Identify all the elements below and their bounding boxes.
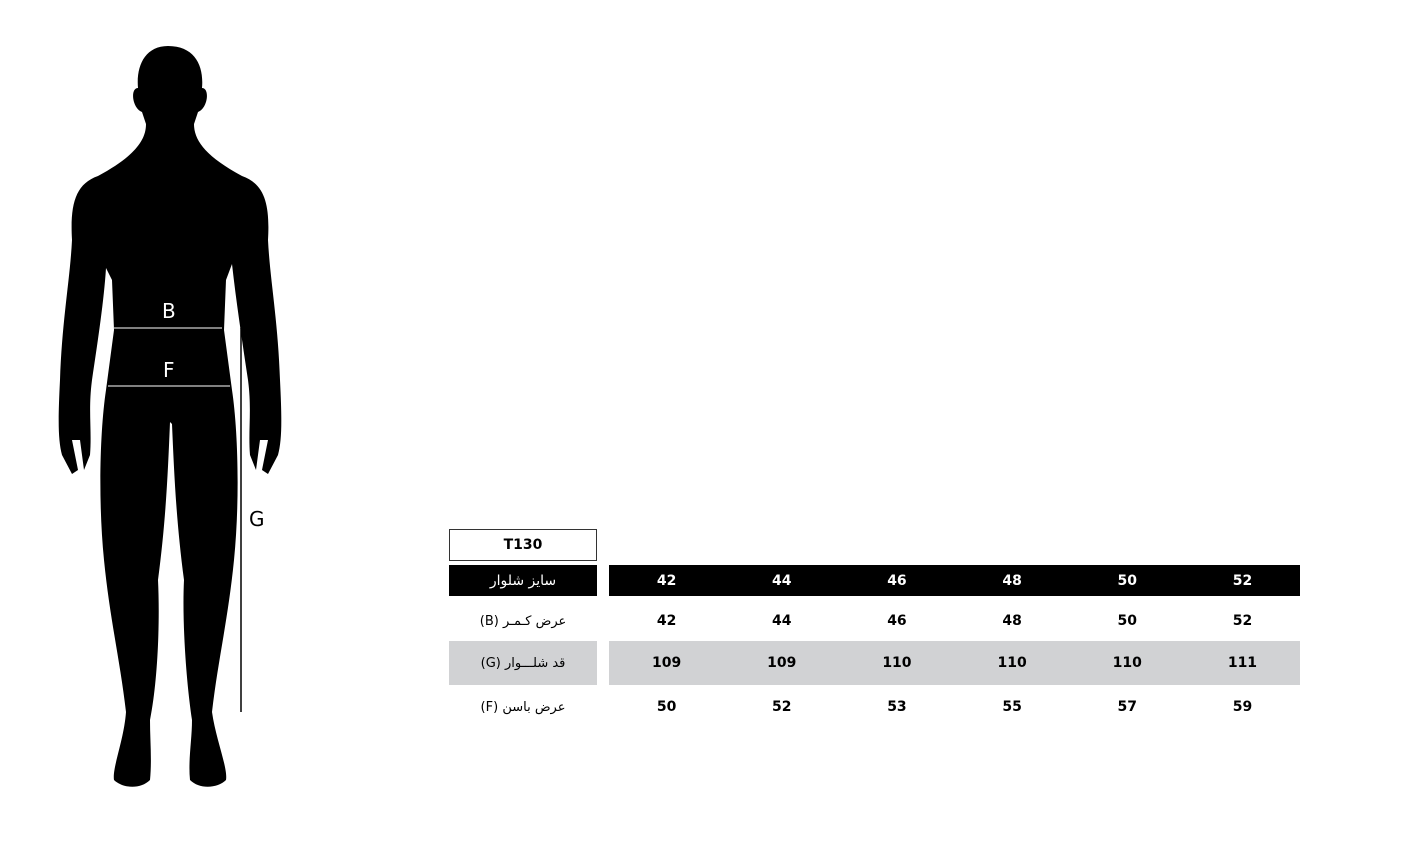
cell: 48 — [1002, 613, 1022, 629]
cell: 110 — [997, 655, 1027, 671]
size-header: 44 — [772, 572, 792, 589]
cell: 52 — [1232, 613, 1253, 629]
row-label: قد شلـــوار (G) — [449, 641, 597, 685]
cell: 59 — [1232, 699, 1253, 715]
cell: 57 — [1117, 699, 1138, 715]
cell: 110 — [882, 655, 912, 671]
cell: 109 — [651, 655, 682, 671]
label-f: F — [163, 358, 175, 382]
label-b: B — [162, 299, 176, 323]
cell: 110 — [1112, 655, 1142, 671]
cell: 46 — [887, 613, 907, 629]
size-header: 50 — [1117, 572, 1138, 589]
cell: 50 — [656, 699, 677, 715]
cell: 53 — [887, 699, 907, 715]
body-silhouette — [58, 46, 282, 787]
table-row-hip: عرض باسن (F) 50 52 53 55 57 59 — [449, 689, 1300, 725]
header-label: سایز شلوار — [449, 565, 597, 596]
cell: 55 — [1002, 699, 1022, 715]
row-label: عرض باسن (F) — [480, 699, 566, 715]
cell: 52 — [772, 699, 792, 715]
product-code: T130 — [449, 529, 597, 561]
size-header: 48 — [1002, 572, 1022, 589]
table-row-length: قد شلـــوار (G) 109 109 110 110 110 111 — [449, 641, 1300, 685]
size-header: 52 — [1232, 572, 1253, 589]
size-header: 46 — [887, 572, 907, 589]
table-row-waist: عرض کـمـر (B) 42 44 46 48 50 52 — [449, 604, 1300, 638]
cell: 50 — [1117, 613, 1138, 629]
cell: 109 — [767, 655, 797, 671]
cell: 42 — [656, 613, 677, 629]
header-row: سایز شلوار 42 44 46 48 50 52 — [449, 565, 1300, 596]
cell: 111 — [1227, 655, 1258, 671]
label-g: G — [249, 507, 265, 531]
size-header: 42 — [656, 572, 677, 589]
cell: 44 — [772, 613, 792, 629]
row-label: عرض کـمـر (B) — [479, 613, 567, 629]
